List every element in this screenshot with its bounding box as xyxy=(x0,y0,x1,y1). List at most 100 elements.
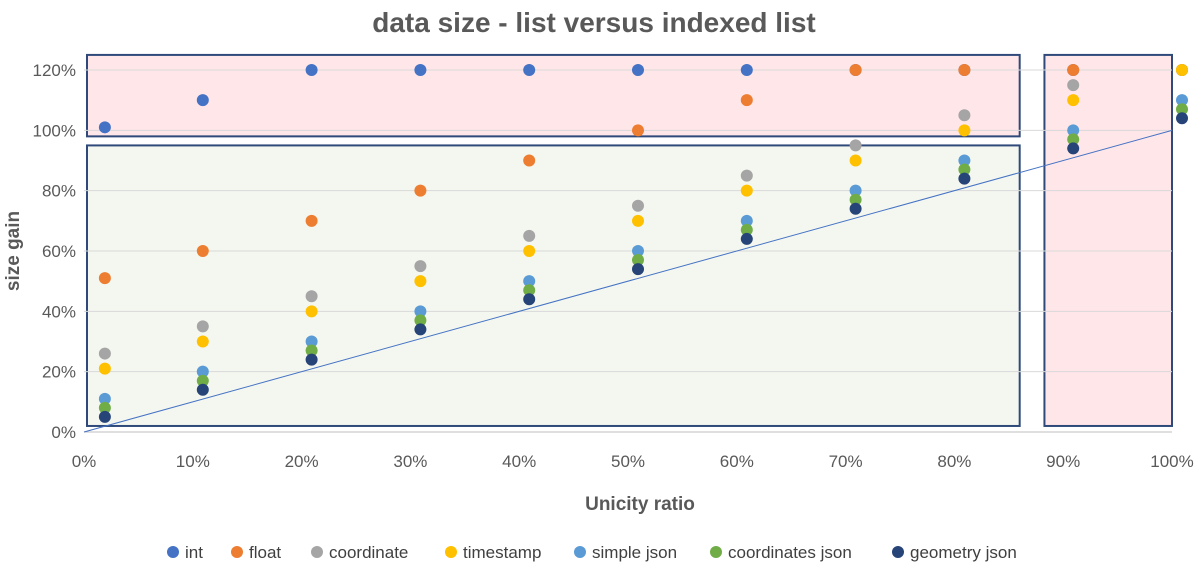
point-simple-json xyxy=(305,335,318,348)
point-geometry-json xyxy=(196,383,209,396)
point-simple-json xyxy=(632,245,644,257)
region-upper xyxy=(86,53,1021,138)
point-coordinates-json xyxy=(196,374,209,387)
point-coordinates-json xyxy=(632,254,644,267)
point-timestamp xyxy=(1176,64,1188,76)
point-coordinates-json xyxy=(523,284,536,297)
point-float xyxy=(632,124,644,137)
point-timestamp xyxy=(305,305,318,318)
point-coordinates-json xyxy=(740,223,753,236)
point-coordinates-json xyxy=(958,163,971,176)
x-tick-label: 30% xyxy=(393,452,427,471)
y-tick-label: 80% xyxy=(42,182,76,201)
point-int xyxy=(414,64,427,76)
x-tick-label: 10% xyxy=(176,452,210,471)
point-float xyxy=(740,94,753,107)
chart-title: data size - list versus indexed list xyxy=(372,7,816,38)
legend-label-simple-json: simple json xyxy=(592,543,677,562)
region-right xyxy=(1043,53,1173,427)
legend-marker-geometry-json xyxy=(892,546,904,558)
point-float xyxy=(958,64,971,76)
reference-line-layer xyxy=(83,129,1173,433)
y-tick-label: 20% xyxy=(42,363,76,382)
point-int xyxy=(305,64,318,76)
legend-marker-int xyxy=(167,546,179,558)
legend-marker-timestamp xyxy=(445,546,457,558)
point-timestamp xyxy=(958,124,971,137)
point-simple-json xyxy=(958,154,971,167)
point-geometry-json xyxy=(305,353,318,366)
point-float xyxy=(849,64,862,76)
point-int xyxy=(196,94,209,107)
point-coordinate xyxy=(740,169,753,182)
point-simple-json xyxy=(98,392,111,405)
legend-label-timestamp: timestamp xyxy=(463,543,541,562)
point-coordinate xyxy=(849,139,862,152)
point-geometry-json xyxy=(523,293,536,306)
y-tick-label: 100% xyxy=(33,121,76,140)
point-coordinate xyxy=(196,320,209,333)
point-float xyxy=(414,184,427,197)
point-simple-json xyxy=(740,214,753,227)
point-timestamp xyxy=(196,335,209,348)
point-geometry-json xyxy=(414,323,427,336)
point-coordinates-json xyxy=(1176,103,1188,116)
point-timestamp xyxy=(740,184,753,197)
point-timestamp xyxy=(1067,94,1080,107)
point-coordinate xyxy=(1067,79,1080,92)
y-tick-label: 40% xyxy=(42,302,76,321)
point-timestamp xyxy=(98,362,111,375)
point-timestamp xyxy=(414,275,427,288)
point-int xyxy=(523,64,536,76)
y-tick-label: 120% xyxy=(33,61,76,80)
point-timestamp xyxy=(632,214,644,227)
point-simple-json xyxy=(1176,94,1188,107)
highlight-regions xyxy=(86,53,1173,427)
y-tick-label: 60% xyxy=(42,242,76,261)
legend-label-coordinates-json: coordinates json xyxy=(728,543,852,562)
point-int xyxy=(632,64,644,76)
x-tick-label: 90% xyxy=(1046,452,1080,471)
y-tick-label: 0% xyxy=(51,423,76,442)
reference-line xyxy=(83,129,1173,433)
point-geometry-json xyxy=(740,232,753,245)
point-float xyxy=(1067,64,1080,76)
legend-label-coordinate: coordinate xyxy=(329,543,408,562)
point-geometry-json xyxy=(958,172,971,185)
region-lower xyxy=(86,144,1021,427)
point-geometry-json xyxy=(632,263,644,276)
point-timestamp xyxy=(849,154,862,167)
point-float xyxy=(98,272,111,285)
point-coordinates-json xyxy=(98,401,111,414)
point-coordinates-json xyxy=(849,193,862,206)
point-coordinate xyxy=(958,109,971,122)
point-geometry-json xyxy=(1176,112,1188,125)
y-axis-title: size gain xyxy=(3,211,24,291)
gridlines xyxy=(84,69,1172,433)
point-coordinate xyxy=(98,347,111,360)
x-tick-label: 0% xyxy=(72,452,97,471)
legend-marker-simple-json xyxy=(574,546,586,558)
point-coordinate xyxy=(632,199,644,212)
legend-label-float: float xyxy=(249,543,281,562)
point-simple-json xyxy=(1067,124,1080,137)
point-coordinate xyxy=(414,260,427,273)
legend-label-int: int xyxy=(185,543,203,562)
legend-marker-coordinates-json xyxy=(710,546,722,558)
x-tick-label: 20% xyxy=(285,452,319,471)
point-simple-json xyxy=(523,275,536,288)
point-geometry-json xyxy=(849,202,862,215)
x-tick-label: 50% xyxy=(611,452,645,471)
legend-marker-coordinate xyxy=(311,546,323,558)
x-tick-label: 80% xyxy=(937,452,971,471)
point-geometry-json xyxy=(1067,142,1080,155)
point-simple-json xyxy=(849,184,862,197)
point-coordinates-json xyxy=(305,344,318,357)
legend: int float coordinate timestamp simple json co… xyxy=(167,543,1017,562)
point-coordinates-json xyxy=(414,314,427,327)
point-float xyxy=(196,245,209,257)
point-coordinate xyxy=(305,290,318,303)
point-timestamp xyxy=(523,245,536,257)
legend-marker-float xyxy=(231,546,243,558)
